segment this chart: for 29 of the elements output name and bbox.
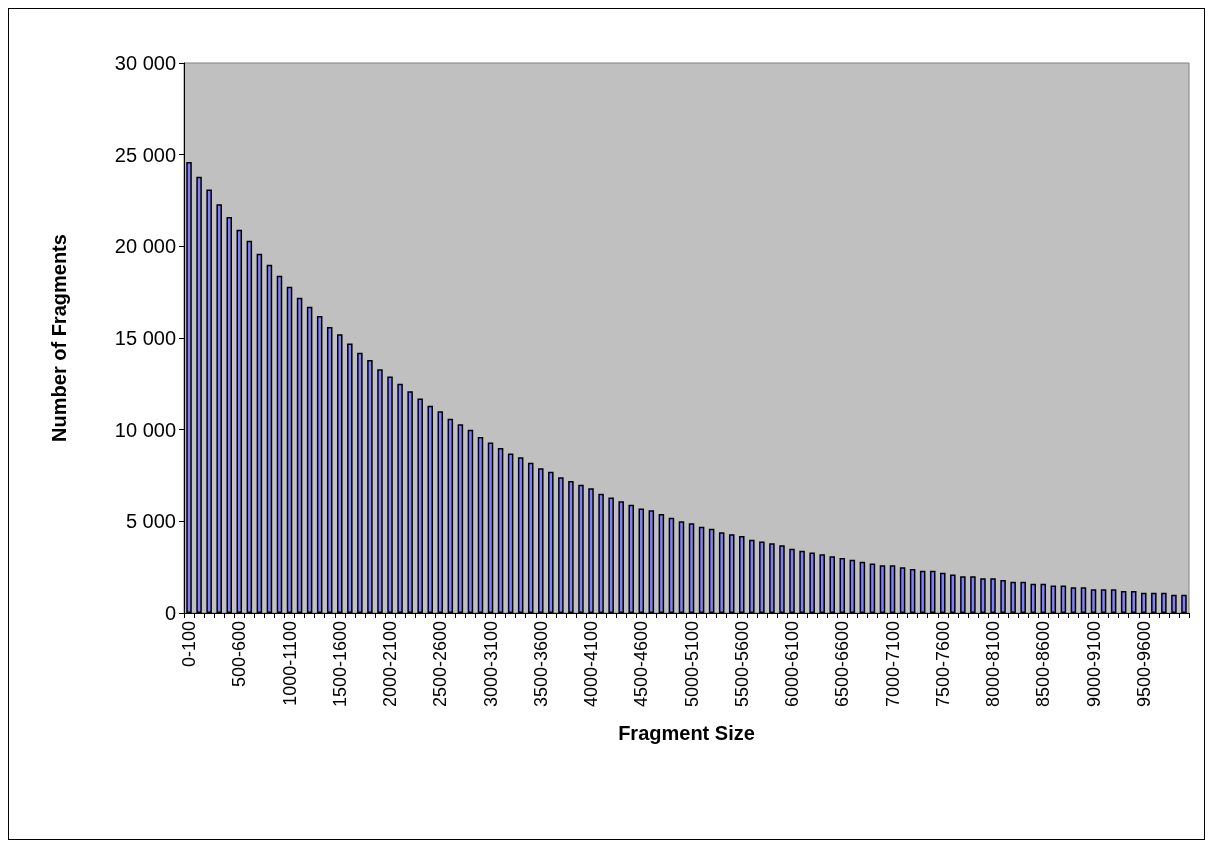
x-tick-label: 8000-8100 xyxy=(983,621,1004,708)
x-tick-label: 5000-5100 xyxy=(681,621,702,708)
x-tick-label: 500-600 xyxy=(229,621,250,688)
x-tick-label: 6500-6600 xyxy=(832,621,853,708)
x-tick-label: 7000-7100 xyxy=(882,621,903,708)
x-tick-label: 2500-2600 xyxy=(430,621,451,708)
x-tick-label: 3000-3100 xyxy=(480,621,501,708)
y-tick-label: 5 000 xyxy=(125,510,176,533)
x-tick-label: 3500-3600 xyxy=(530,621,551,708)
x-tick-label: 5500-5600 xyxy=(731,621,752,708)
x-tick-label: 8500-8600 xyxy=(1033,621,1054,708)
x-tick-label: 1500-1600 xyxy=(329,621,350,708)
x-axis-title: Fragment Size xyxy=(618,722,755,744)
y-tick-label: 15 000 xyxy=(114,327,176,349)
y-tick-label: 10 000 xyxy=(114,418,176,441)
y-tick-label: 0 xyxy=(164,602,176,624)
x-tick-label: 9000-9100 xyxy=(1083,621,1104,708)
x-tick-label: 0-100 xyxy=(179,621,200,668)
y-tick-label: 25 000 xyxy=(114,143,176,166)
y-tick-label: 30 000 xyxy=(114,52,176,74)
x-tick-label: 4000-4100 xyxy=(581,621,602,708)
x-tick-label: 7500-7600 xyxy=(932,621,953,708)
x-tick-label: 2000-2100 xyxy=(380,621,401,708)
y-axis-title: Number of Fragments xyxy=(48,234,70,442)
x-tick-label: 6000-6100 xyxy=(782,621,803,708)
x-tick-label: 9500-9600 xyxy=(1133,621,1154,708)
y-tick-label: 20 000 xyxy=(114,235,176,258)
x-tick-label: 1000-1100 xyxy=(279,621,300,706)
x-tick-label: 4500-4600 xyxy=(631,621,652,708)
